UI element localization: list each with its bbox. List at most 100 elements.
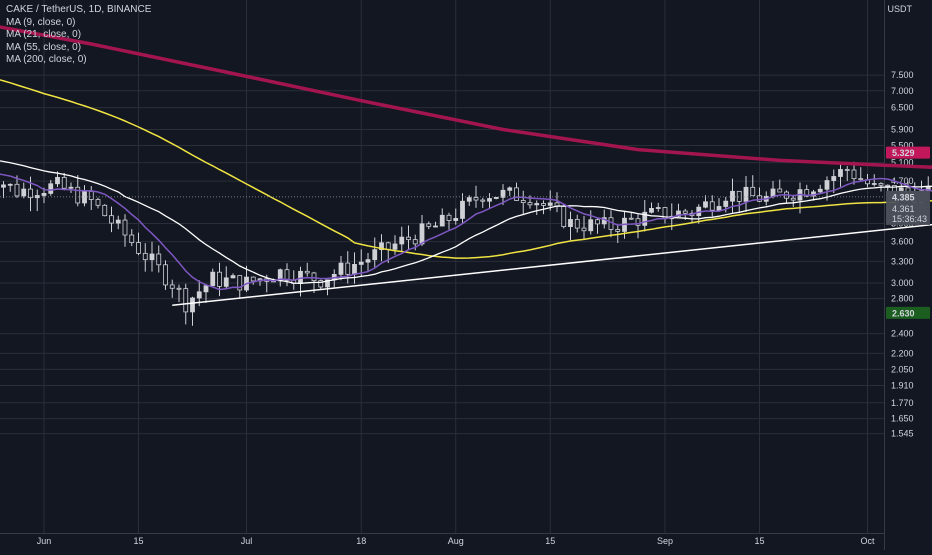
x-tick-label: Jun [37,536,52,546]
x-tick-label: Jul [241,536,253,546]
ma55-line [0,79,932,259]
candle-body [196,291,202,299]
legend-ma21[interactable]: MA (21, close, 0) [6,29,82,40]
candle-body [325,279,330,288]
candle-body [210,271,216,287]
candle-body [561,206,567,227]
y-tick-label: 1.910 [891,380,914,390]
candle-body [14,183,20,197]
y-tick-label: 1.650 [891,414,914,424]
candle-body [446,214,452,221]
candle-body [75,186,81,204]
y-tick-label: 1.545 [891,429,914,439]
candle-body [777,188,783,193]
y-tick-label: 2.200 [891,348,914,358]
x-tick-label: 15 [545,536,555,546]
candle-body [473,197,479,201]
candle-body [419,223,425,245]
candle-body [129,234,135,243]
current-price-label: 4.361 [892,204,915,214]
chart-legend: CAKE / TetherUS, 1D, BINANCE MA (9, clos… [6,4,151,67]
candle-body [48,183,54,194]
candle-body [1,184,6,188]
legend-ma55[interactable]: MA (55, close, 0) [6,41,82,53]
candle-body [770,188,776,197]
candle-body [507,187,513,191]
candle-body [34,195,40,199]
target-price-label-bg [886,306,930,319]
entry-price-label-bg [886,190,930,203]
candle-body [730,190,735,202]
candle-body [358,261,364,265]
candle-body [223,277,229,287]
candle-body [838,169,843,177]
candle-body [541,203,546,206]
candle-body [844,169,850,171]
candle-body [858,178,864,181]
candle-body [149,253,155,261]
candle-body [7,183,13,186]
ma9-line [0,173,932,291]
candle-body [217,271,222,287]
candle-body [743,186,749,202]
candle-body [466,197,472,202]
candle-body [642,211,648,226]
candle-body [55,176,60,185]
legend-ma9[interactable]: MA (9, close, 0) [6,16,76,28]
candle-body [163,264,168,286]
stop-price-label: 5.329 [892,148,915,158]
candle-body [102,204,108,217]
y-tick-label: 3.600 [891,237,914,247]
candle-body [41,193,47,196]
candle-body [412,239,418,245]
candle-body [385,242,391,250]
symbol-title: CAKE / TetherUS, 1D, BINANCE [6,4,152,15]
x-tick-label: 15 [133,536,143,546]
legend-ma200[interactable]: MA (200, close, 0) [6,54,87,65]
candle-body [871,183,877,185]
target-price-label: 2.630 [892,308,915,318]
candle-body [595,219,600,225]
candle-body [115,219,121,224]
candle-body [237,275,243,291]
candle-body [716,206,722,211]
y-tick-label: 5.100 [891,158,914,168]
candle-body [703,201,708,208]
y-tick-label: 3.000 [891,278,914,288]
y-tick-label: 1.770 [891,398,914,408]
candle-body [304,270,310,274]
candle-body [250,276,256,282]
candle-body [190,297,195,313]
y-tick-label: 2.400 [891,329,914,339]
candle-body [203,285,209,293]
candle-body [68,186,74,189]
candle-body [61,176,67,189]
candle-body [885,184,891,187]
candle-body [480,199,486,202]
candle-body [790,197,796,201]
candle-body [547,202,553,206]
candle-body [169,284,175,289]
ma21-line [0,160,932,285]
candle-body [831,176,837,181]
candle-body [95,199,101,206]
candle-body [500,189,506,198]
x-tick-label: Aug [448,536,464,546]
candle-body [399,236,405,245]
candle-body [379,242,384,251]
candle-body [824,180,830,190]
candle-body [176,287,182,290]
candle-body [649,208,654,213]
candle-body [365,259,371,263]
stop-price-label-bg [886,146,930,159]
candle-body [655,207,661,209]
candle-body [750,186,756,197]
candle-body [817,188,823,193]
candle-body [142,252,148,261]
candle-body [514,187,519,201]
candle-body [757,195,762,202]
y-tick-label: 4.700 [891,176,914,186]
candle-body [406,236,411,241]
